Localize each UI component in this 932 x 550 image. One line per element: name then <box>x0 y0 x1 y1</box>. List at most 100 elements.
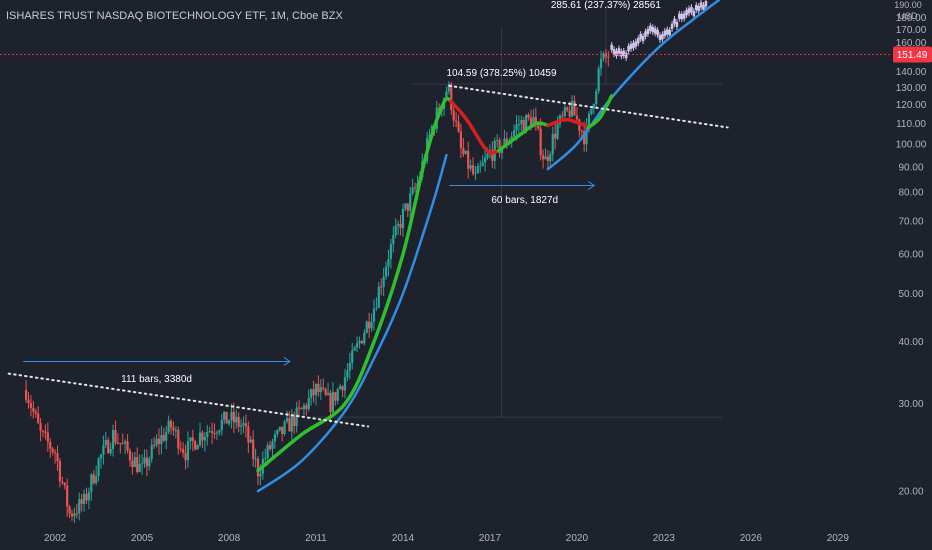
candle-body <box>556 123 559 139</box>
price-scale-header: 190.00 USD <box>888 0 928 22</box>
candle-body <box>223 411 226 420</box>
candle-body <box>46 432 49 442</box>
candle-body <box>568 110 571 117</box>
x-tick-label: 2011 <box>305 533 327 544</box>
candle-body <box>39 423 42 432</box>
candle-body <box>290 415 293 432</box>
candle-body <box>517 124 521 126</box>
candle-body <box>484 157 487 163</box>
candle-body <box>44 431 47 433</box>
candle-body <box>85 493 88 501</box>
candle-body <box>527 115 530 118</box>
candle-body <box>546 156 550 162</box>
candle-body <box>312 389 315 396</box>
candle-body <box>124 441 127 444</box>
trendlines <box>7 84 729 428</box>
candle-body <box>160 434 163 444</box>
candle-body <box>169 420 173 428</box>
projection-candle <box>634 41 638 47</box>
candle-body <box>471 165 475 174</box>
projection-candle <box>632 42 635 49</box>
candle-body <box>66 485 69 507</box>
candle-body <box>92 474 95 484</box>
candle-body <box>537 122 540 129</box>
projection-candle <box>653 28 657 34</box>
candle-body <box>179 448 182 450</box>
measurements: 111 bars, 3380d 60 bars, 1827d <box>23 181 596 385</box>
candle-body <box>512 130 516 137</box>
projection-candle <box>675 21 679 28</box>
candle-body <box>247 426 250 443</box>
projection-candle <box>665 29 669 35</box>
candle-body <box>331 392 335 413</box>
y-tick-label: 160.00 <box>896 38 927 49</box>
candle-body <box>90 474 93 492</box>
candle-body <box>68 506 71 514</box>
candle-body <box>114 429 117 443</box>
candle-body <box>75 513 78 515</box>
candle-body <box>293 415 296 427</box>
candle-body <box>370 321 373 329</box>
candle-body <box>363 332 366 344</box>
y-tick-label: 120.00 <box>896 100 927 111</box>
x-tick-label: 2029 <box>827 533 850 544</box>
projection-candle <box>687 8 691 14</box>
candle-body <box>27 399 30 403</box>
candle-body <box>343 377 347 391</box>
candle-body <box>24 389 28 400</box>
x-tick-label: 2002 <box>44 533 67 544</box>
candle-body <box>191 437 194 442</box>
candle-body <box>570 100 574 117</box>
candle-body <box>406 203 409 211</box>
candle-body <box>522 119 525 132</box>
current-price: 151.49 <box>0 46 932 63</box>
candle-body <box>297 407 301 409</box>
candle-body <box>213 433 216 435</box>
candle-body <box>447 84 450 92</box>
projection-candle <box>668 29 671 36</box>
y-tick-label: 80.00 <box>898 188 923 199</box>
candle-body <box>167 420 170 433</box>
projection-candle <box>646 28 650 35</box>
x-tick-label: 2008 <box>218 533 241 544</box>
measure-arrowhead <box>588 181 596 190</box>
currency-label: USD <box>898 11 918 21</box>
candle-body <box>358 340 361 344</box>
candle-body <box>225 411 228 424</box>
candle-body <box>392 235 395 245</box>
projection-candle <box>636 38 640 44</box>
candle-body <box>276 430 279 435</box>
y-tick-label: 180.00 <box>896 13 927 24</box>
projection-candle <box>697 6 700 12</box>
curve-blue-recent <box>546 0 721 171</box>
candle-body <box>469 165 472 169</box>
candle-body <box>476 166 479 174</box>
y-tick-label: 70.00 <box>898 216 923 227</box>
candle-body <box>573 100 576 116</box>
candle-body <box>126 441 129 451</box>
projection-candle <box>692 11 696 17</box>
candle-body <box>355 343 359 348</box>
candle-body <box>486 153 489 158</box>
candle-body <box>300 408 303 410</box>
y-tick-label: 50.00 <box>898 289 923 300</box>
candle-body <box>119 442 122 444</box>
projection-candle <box>685 10 688 16</box>
candle-body <box>529 117 533 128</box>
y-tick-label: 130.00 <box>896 83 927 94</box>
candle-body <box>602 53 605 59</box>
candle-body <box>107 440 110 454</box>
candle-body <box>549 154 552 162</box>
candle-body <box>310 389 313 398</box>
candle-body <box>73 513 76 517</box>
candles <box>24 48 610 523</box>
candle-body <box>372 308 376 322</box>
candle-body <box>249 439 252 443</box>
candle-body <box>575 115 579 120</box>
candle-body <box>82 493 86 504</box>
candle-body <box>348 362 351 371</box>
projection-candle <box>651 26 655 33</box>
candle-body <box>566 107 569 111</box>
